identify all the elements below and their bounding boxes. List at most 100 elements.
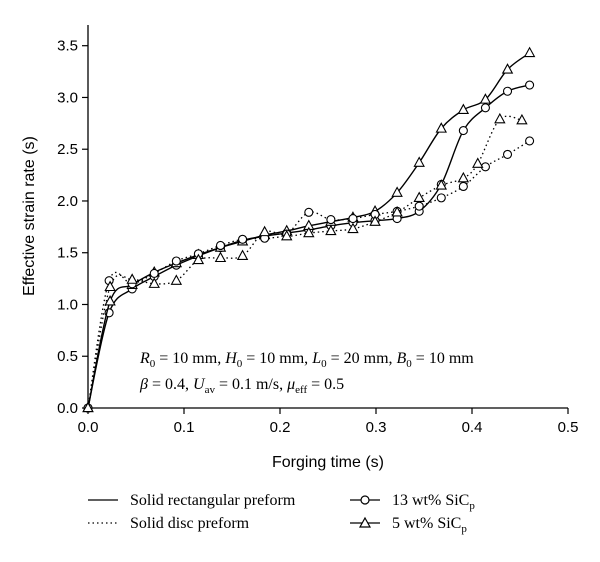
circle-point <box>436 193 446 203</box>
circle-point <box>326 215 336 225</box>
y-tick-label: 1.0 <box>57 296 78 313</box>
series-layer <box>82 46 536 413</box>
circle-point <box>414 201 424 211</box>
mu-value: = 0.5 <box>307 376 344 393</box>
triangle-point <box>391 186 403 197</box>
triangle-point <box>170 274 183 285</box>
triangle-point <box>104 295 116 306</box>
circle-point <box>304 207 314 217</box>
legend-triangle-label: 5 wt% SiCp <box>392 515 467 535</box>
u-symbol: U <box>193 376 206 393</box>
legend-triangle-label-sub: p <box>461 523 467 535</box>
legend-circle-label-sub: p <box>469 500 475 512</box>
mu-symbol: μ <box>286 376 295 393</box>
x-axis-title: Forging time (s) <box>272 454 384 471</box>
x-tick-label: 0.0 <box>78 419 99 436</box>
triangle-point <box>369 215 381 226</box>
triangle-point <box>347 222 359 234</box>
x-tick-label: 0.2 <box>270 419 291 436</box>
triangle-point <box>516 113 528 125</box>
triangle-point <box>479 93 492 104</box>
l0-value: = 20 mm, <box>327 350 397 367</box>
series-4-line <box>87 115 523 409</box>
triangle-point <box>413 191 425 203</box>
legend-triangle-marker <box>358 516 372 528</box>
mu-subscript: eff <box>295 384 307 396</box>
h0-symbol: H <box>224 350 238 367</box>
triangle-point <box>501 63 514 74</box>
x-tick-label: 0.3 <box>366 419 387 436</box>
triangle-point <box>435 179 448 190</box>
circle-point <box>525 136 535 146</box>
h0-subscript: 0 <box>237 358 243 370</box>
x-tick-label: 0.4 <box>462 419 483 436</box>
beta-value: = 0.4, <box>148 376 193 393</box>
legend-triangle-label-main: 5 wt% SiC <box>392 515 461 532</box>
series-4 <box>82 112 528 413</box>
triangle-point <box>523 46 536 58</box>
legend-circle-marker <box>360 495 370 505</box>
circle-point <box>525 80 535 90</box>
y-axis-title: Effective strain rate (s) <box>21 136 38 296</box>
y-tick-label: 0.5 <box>57 348 78 365</box>
triangle-point <box>413 156 425 167</box>
annotation-line-1: R0 = 10 mm, H0 = 10 mm, L0 = 20 mm, B0 =… <box>139 350 474 370</box>
legend-circle-label-main: 13 wt% SiC <box>392 492 469 509</box>
b0-subscript: 0 <box>406 358 412 370</box>
x-tick-label: 0.1 <box>174 419 195 436</box>
parameter-annotation: R0 = 10 mm, H0 = 10 mm, L0 = 20 mm, B0 =… <box>139 350 474 396</box>
r0-symbol: R <box>139 350 150 367</box>
beta-symbol: β <box>139 376 148 393</box>
triangle-point <box>280 229 293 241</box>
triangle-point <box>435 122 448 133</box>
circle-point <box>215 240 226 251</box>
y-tick-label: 0.0 <box>57 400 78 417</box>
y-tick-label: 1.5 <box>57 245 78 262</box>
l0-symbol: L <box>311 350 321 367</box>
triangle-point <box>148 277 160 288</box>
legend-dotted-label: Solid disc preform <box>130 515 250 532</box>
triangle-point <box>192 253 205 265</box>
triangle-point <box>472 157 484 168</box>
legend: Solid rectangular preform Solid disc pre… <box>88 492 475 535</box>
circle-point <box>458 126 468 136</box>
triangle-point <box>303 226 315 238</box>
triangle-point <box>236 249 249 260</box>
y-tick-label: 2.0 <box>57 193 78 210</box>
x-tick-label: 0.5 <box>558 419 579 436</box>
triangle-point <box>457 171 470 183</box>
triangle-point <box>457 103 470 115</box>
triangle-point <box>258 225 271 237</box>
triangle-point <box>82 401 94 413</box>
circle-point <box>348 214 358 224</box>
triangle-point <box>391 206 403 217</box>
circle-point <box>238 234 248 244</box>
b0-value: = 10 mm <box>412 350 474 367</box>
circle-point <box>171 256 181 266</box>
u-subscript: av <box>205 384 216 396</box>
y-tick-label: 3.5 <box>57 38 78 55</box>
y-tick-label: 3.0 <box>57 89 78 106</box>
circle-point <box>480 103 490 113</box>
triangle-point <box>494 112 506 124</box>
legend-solid-label: Solid rectangular preform <box>130 492 296 509</box>
axes <box>87 25 568 409</box>
b0-symbol: B <box>397 350 407 367</box>
triangle-point <box>325 224 337 236</box>
circle-point <box>502 86 513 96</box>
h0-value: = 10 mm, <box>242 350 312 367</box>
triangle-point <box>126 273 138 284</box>
circle-point <box>149 268 159 278</box>
y-tick-label: 2.5 <box>57 141 78 158</box>
u-value: = 0.1 m/s, <box>215 376 287 393</box>
ticks: 0.0 0.1 0.2 0.3 0.4 0.5 0.0 0.5 1.0 1.5 2.0 2.5 3.0 3… <box>57 38 578 436</box>
r0-value: = 10 mm, <box>155 350 225 367</box>
triangle-point <box>214 251 227 263</box>
annotation-line-2: β = 0.4, Uav = 0.1 m/s, μeff = 0.5 <box>139 376 344 396</box>
r0-subscript: 0 <box>150 358 156 370</box>
circle-point <box>458 181 468 192</box>
circle-point <box>502 149 513 159</box>
triangle-point <box>104 280 116 292</box>
l0-subscript: 0 <box>321 358 327 370</box>
